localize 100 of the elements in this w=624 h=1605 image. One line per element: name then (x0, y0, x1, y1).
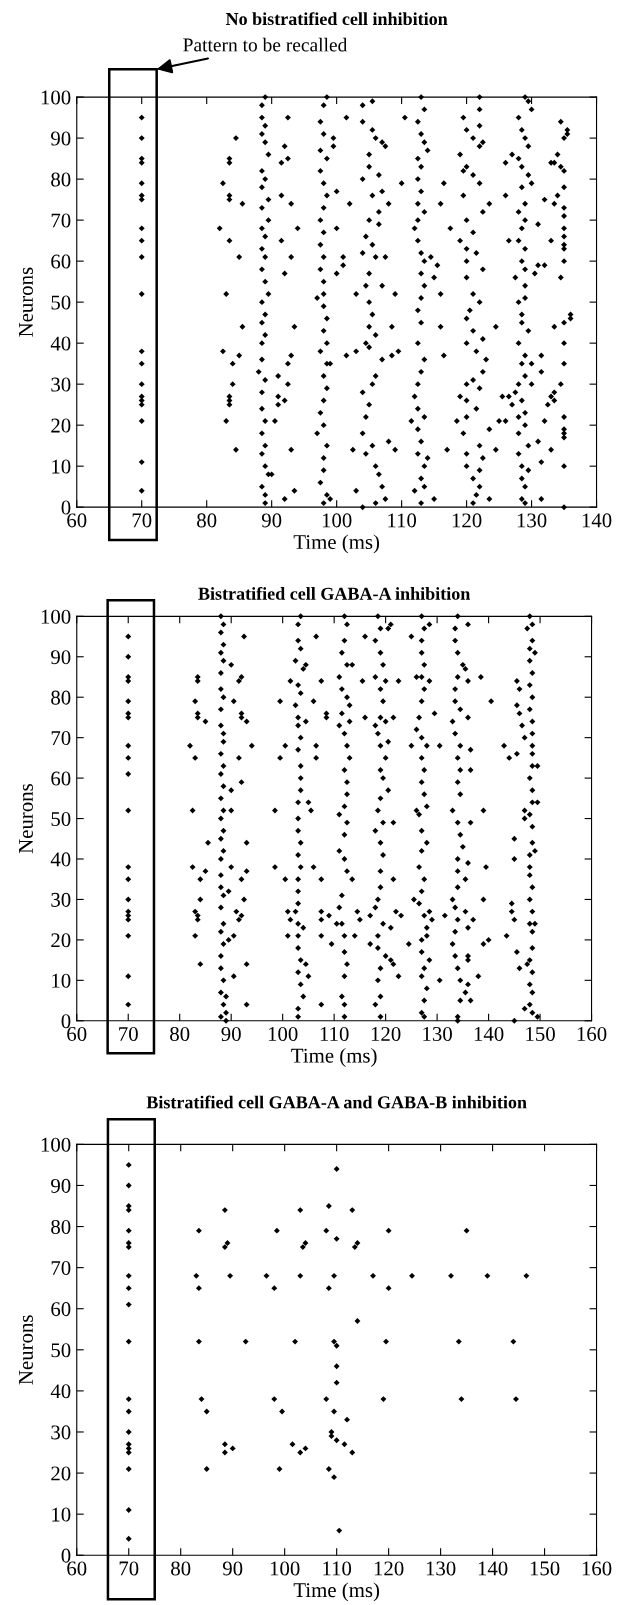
point (194, 916, 201, 923)
point (557, 118, 564, 125)
point (344, 791, 350, 798)
point (138, 290, 145, 297)
point (320, 397, 327, 404)
point (385, 438, 392, 445)
x-tick-label: 80 (197, 513, 217, 528)
point (452, 625, 459, 632)
point (480, 940, 487, 947)
point (238, 876, 245, 883)
y-tick-label: 40 (50, 1384, 71, 1399)
point (362, 414, 369, 420)
point (452, 698, 459, 705)
point (380, 920, 386, 927)
point (336, 674, 343, 680)
point (374, 945, 381, 951)
point (346, 718, 353, 725)
point (258, 389, 265, 396)
point (470, 229, 477, 236)
y-tick-label: 0 (61, 1014, 71, 1029)
point (235, 678, 242, 684)
point (217, 750, 224, 757)
point (125, 1001, 132, 1008)
point (288, 352, 295, 359)
point (273, 1227, 280, 1234)
point (426, 678, 433, 684)
point (217, 795, 224, 802)
chart-title: Bistratified cell GABA-A and GABA-B inhibition (146, 1095, 527, 1109)
point (192, 698, 199, 705)
point (476, 122, 483, 129)
point (409, 1272, 415, 1279)
point (377, 868, 384, 875)
point (379, 282, 386, 289)
point (275, 393, 282, 400)
point (217, 815, 224, 822)
point (416, 714, 423, 721)
point (359, 102, 366, 109)
x-axis-title: Time (ms) (293, 534, 380, 554)
point (483, 356, 490, 363)
point (470, 475, 477, 482)
point (220, 977, 227, 984)
point (351, 1244, 358, 1251)
point (454, 754, 461, 761)
point (193, 1272, 200, 1279)
point (418, 368, 425, 375)
point (217, 928, 224, 935)
point (125, 973, 132, 980)
point (369, 311, 376, 318)
point (457, 767, 464, 773)
point (362, 233, 369, 240)
point (323, 1396, 330, 1403)
point (390, 819, 397, 826)
point (561, 258, 567, 265)
point (262, 418, 269, 425)
point (292, 1338, 299, 1345)
point (418, 270, 425, 277)
point (414, 200, 421, 207)
x-tick-label: 120 (371, 1026, 401, 1041)
point (258, 319, 265, 326)
point (366, 163, 373, 170)
point (423, 742, 430, 749)
point (320, 102, 327, 109)
point (418, 936, 425, 943)
point (385, 1285, 392, 1292)
point (434, 262, 441, 269)
point (382, 143, 389, 150)
point (390, 961, 397, 968)
point (226, 159, 233, 166)
point (408, 742, 415, 749)
point (317, 266, 324, 273)
point (265, 290, 272, 297)
point (320, 131, 327, 137)
point (258, 102, 265, 109)
point (418, 319, 425, 326)
point (467, 746, 474, 753)
point (220, 1001, 227, 1008)
x-tick-label: 90 (222, 1561, 243, 1576)
point (421, 356, 428, 363)
point (390, 876, 397, 883)
point (284, 114, 291, 121)
point (346, 702, 353, 709)
point (372, 637, 379, 644)
point (385, 200, 392, 207)
point (476, 385, 483, 392)
point (454, 819, 461, 826)
point (470, 916, 477, 923)
point (125, 771, 132, 778)
point (217, 965, 224, 972)
point (463, 126, 470, 133)
point (441, 912, 448, 919)
point (336, 722, 343, 729)
point (336, 904, 343, 911)
point (138, 192, 145, 199)
point (385, 625, 392, 632)
x-tick-label: 140 (474, 1026, 504, 1041)
point (372, 1001, 379, 1008)
point (317, 241, 324, 248)
point (281, 496, 288, 502)
point (243, 961, 250, 968)
point (217, 884, 224, 891)
